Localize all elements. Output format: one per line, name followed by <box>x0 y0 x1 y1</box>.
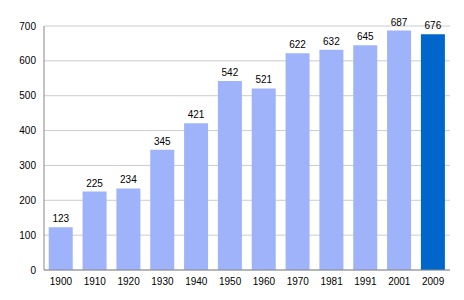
svg-text:2001: 2001 <box>388 276 411 287</box>
svg-text:0: 0 <box>30 265 36 276</box>
svg-text:2009: 2009 <box>422 276 445 287</box>
svg-text:300: 300 <box>19 160 36 171</box>
svg-text:500: 500 <box>19 90 36 101</box>
svg-text:1910: 1910 <box>84 276 107 287</box>
svg-text:200: 200 <box>19 195 36 206</box>
svg-text:1950: 1950 <box>219 276 242 287</box>
svg-text:225: 225 <box>86 178 103 189</box>
svg-text:100: 100 <box>19 230 36 241</box>
svg-text:123: 123 <box>52 213 69 224</box>
svg-text:345: 345 <box>154 136 171 147</box>
svg-text:421: 421 <box>188 109 205 120</box>
svg-text:632: 632 <box>323 36 340 47</box>
svg-text:1981: 1981 <box>320 276 343 287</box>
svg-text:676: 676 <box>425 20 442 31</box>
svg-text:645: 645 <box>357 31 374 42</box>
svg-text:1920: 1920 <box>117 276 140 287</box>
svg-text:1970: 1970 <box>287 276 310 287</box>
svg-text:700: 700 <box>19 21 36 32</box>
svg-text:542: 542 <box>222 67 239 78</box>
svg-text:1960: 1960 <box>253 276 276 287</box>
svg-text:1940: 1940 <box>185 276 208 287</box>
svg-text:234: 234 <box>120 174 137 185</box>
svg-text:1900: 1900 <box>50 276 73 287</box>
svg-text:521: 521 <box>255 74 272 85</box>
svg-text:1991: 1991 <box>354 276 377 287</box>
svg-text:600: 600 <box>19 55 36 66</box>
svg-text:1930: 1930 <box>151 276 174 287</box>
svg-text:687: 687 <box>391 17 408 28</box>
svg-text:400: 400 <box>19 125 36 136</box>
svg-text:622: 622 <box>289 39 306 50</box>
